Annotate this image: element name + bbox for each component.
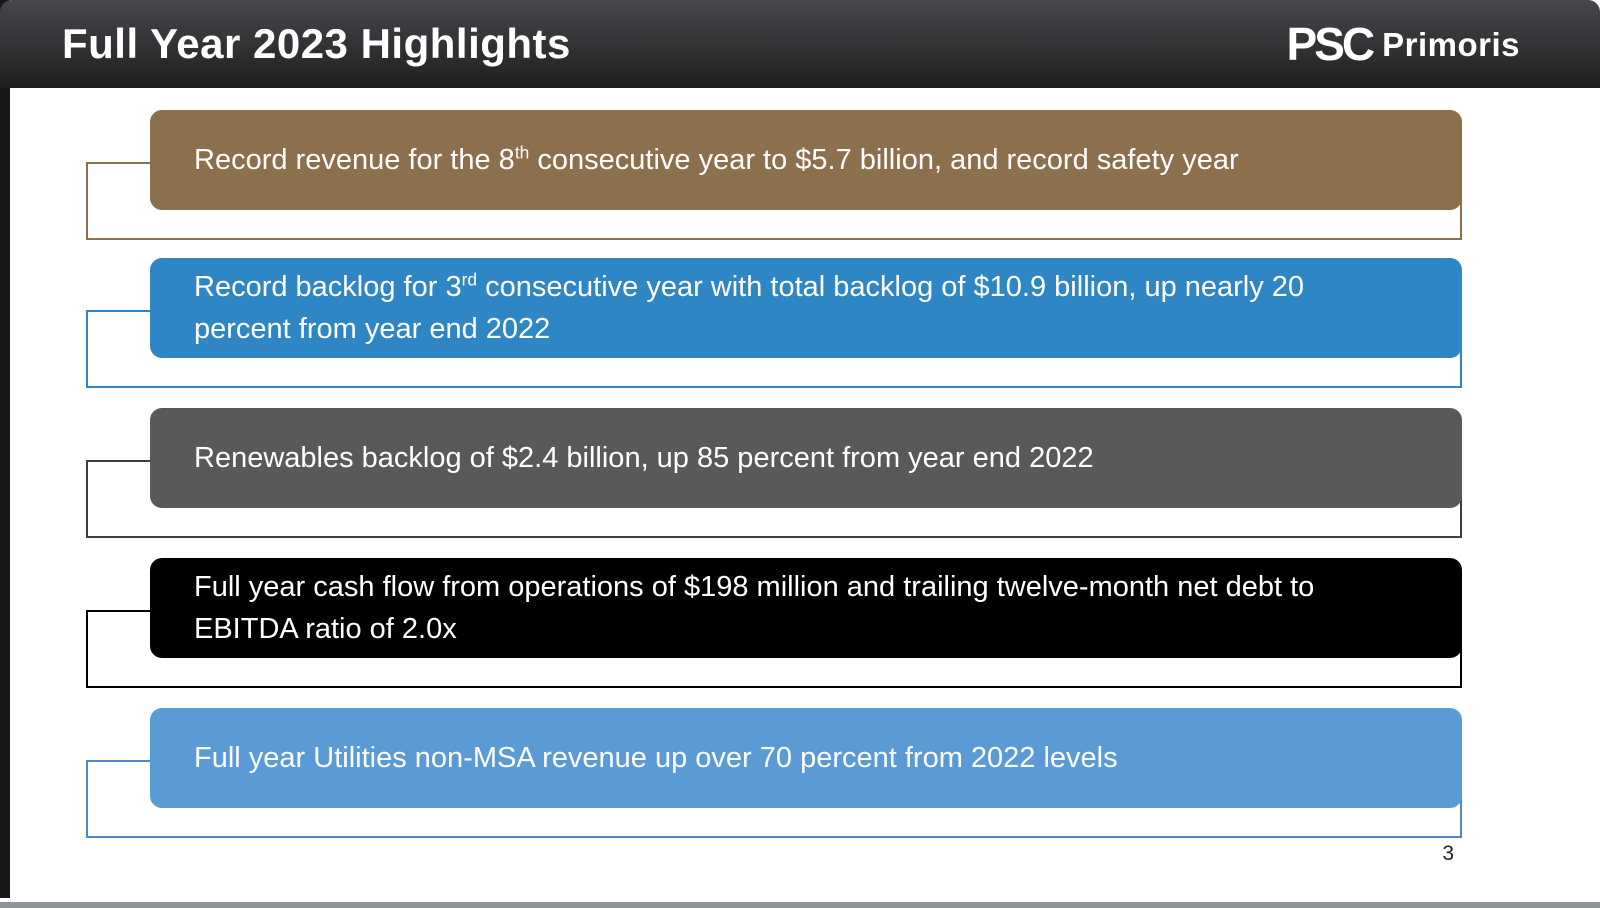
highlight-4-box: Full year cash flow from operations of $… <box>150 558 1462 658</box>
highlight-3-text: Renewables backlog of $2.4 billion, up 8… <box>194 441 1094 474</box>
highlight-5-box: Full year Utilities non-MSA revenue up o… <box>150 708 1462 808</box>
highlight-4-text: Full year cash flow from operations of $… <box>194 570 1315 645</box>
page-number: 3 <box>1442 842 1454 865</box>
slide-bottom-edge <box>0 902 1600 908</box>
superscript: rd <box>461 269 478 290</box>
highlight-1-text: Record revenue for the 8th consecutive y… <box>194 142 1239 176</box>
primoris-logo-name: Primoris <box>1382 25 1520 63</box>
highlight-1-box: Record revenue for the 8th consecutive y… <box>150 110 1462 210</box>
slide-left-edge <box>0 0 10 898</box>
primoris-logo-mark-icon: PSC <box>1286 18 1376 70</box>
highlight-3-box: Renewables backlog of $2.4 billion, up 8… <box>150 408 1462 508</box>
superscript: th <box>514 142 530 163</box>
highlight-2-text: Record backlog for 3rd consecutive year … <box>194 269 1305 345</box>
highlight-5-text: Full year Utilities non-MSA revenue up o… <box>194 741 1118 774</box>
header-bar: Full Year 2023 Highlights PSC Primoris <box>0 0 1600 88</box>
primoris-logo: PSC Primoris <box>1287 21 1520 67</box>
highlight-2-box: Record backlog for 3rd consecutive year … <box>150 258 1462 358</box>
page-title: Full Year 2023 Highlights <box>62 20 571 67</box>
